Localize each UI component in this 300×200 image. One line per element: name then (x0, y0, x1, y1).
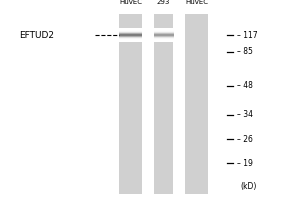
Text: – 85: – 85 (237, 47, 253, 56)
Text: HuvEC: HuvEC (185, 0, 208, 5)
Text: (kD): (kD) (240, 182, 256, 192)
Text: – 117: – 117 (237, 30, 258, 40)
Text: EFTUD2: EFTUD2 (20, 30, 55, 40)
Text: 293: 293 (157, 0, 170, 5)
Text: – 48: – 48 (237, 82, 253, 90)
Bar (185, 14, 208, 194)
Text: – 26: – 26 (237, 134, 253, 144)
Text: – 34: – 34 (237, 110, 253, 119)
Bar (119, 14, 142, 194)
Bar (154, 14, 173, 194)
Text: HuvEC: HuvEC (119, 0, 142, 5)
Text: – 19: – 19 (237, 158, 253, 168)
